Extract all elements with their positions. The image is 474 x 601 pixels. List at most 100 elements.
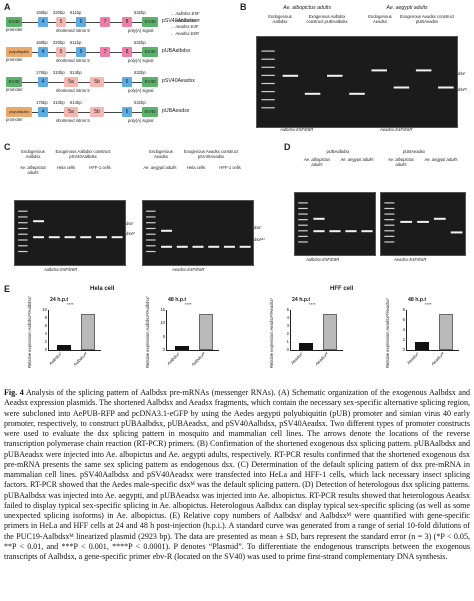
polya-label: poly(A) signal <box>128 28 154 33</box>
figure-caption: Fig. 4 Analysis of the splicing pattern … <box>4 388 470 562</box>
exon-5b: 5b <box>90 77 104 87</box>
legend-item-2: Aalbdsx-E8R <box>175 17 200 23</box>
plot-title: 48 h.p.t <box>168 297 187 303</box>
sv40-terminator: SV40 <box>142 107 158 117</box>
ladder-band <box>298 207 308 210</box>
gel-band <box>282 74 299 77</box>
gel-band <box>345 230 357 233</box>
gel-band <box>176 245 188 248</box>
fragment-size-label: 611bp <box>70 10 82 15</box>
y-axis-label: Relative expression Aalbdsxᴹ/Aalbdsxᶠ <box>145 296 150 368</box>
c-left-header-2: Exogenous Aalbdsx construct pSV40Aalbdsx <box>55 149 111 159</box>
significance-label: **** <box>309 302 316 307</box>
plot-title: 24 h.p.t <box>292 297 311 303</box>
y-tick-label: 1 <box>286 339 289 344</box>
d-species-right-2: Ae. aegypti adults <box>424 157 458 162</box>
y-tick-label: 5 <box>162 333 165 339</box>
promoter-box: polyubiquitin <box>6 107 32 117</box>
c-left-species: Ae. albopictus adults <box>19 165 47 175</box>
ladder-band <box>298 235 308 237</box>
y-tick-label: 0 <box>162 347 165 352</box>
b-primers-left: Aalbdsx-E5F/E8R <box>280 127 314 132</box>
b-sub-left-1: Endogenous Aalbdsx <box>268 14 292 24</box>
gel-band <box>111 236 123 239</box>
e-hff-title: HFF cell <box>330 286 354 292</box>
c-band-mu: dsxᴹᵁ <box>254 237 265 242</box>
plot-axes: **** <box>166 302 219 351</box>
promoter-label: promoter <box>6 117 23 122</box>
exon-5: 5 <box>56 47 66 57</box>
exon-7: 7 <box>100 17 110 27</box>
ladder-band <box>384 202 395 204</box>
significance-label: **** <box>185 302 192 307</box>
d-primers-right: Aeadsx-E4F/E6R <box>394 257 427 262</box>
bar-2 <box>199 314 213 350</box>
gel-band <box>371 69 387 72</box>
b-header-right: Ae. aegypti adults <box>386 5 428 11</box>
ladder-band <box>18 227 28 230</box>
exon-8: 8 <box>122 47 132 57</box>
gel-band <box>313 217 325 220</box>
ladder-band <box>261 107 275 109</box>
significance-label: **** <box>425 302 432 307</box>
gel-band <box>329 230 341 233</box>
fragment-size-label: 176bp <box>36 100 48 105</box>
ladder-band <box>384 213 395 215</box>
ladder-band <box>298 224 308 226</box>
panel-b-letter: B <box>240 2 247 12</box>
ladder-band <box>384 235 395 237</box>
ladder-band <box>298 219 308 221</box>
ladder-band <box>146 250 156 253</box>
ladder-band <box>18 222 28 224</box>
sv40-terminator: SV40 <box>142 17 158 27</box>
gel-band <box>80 236 92 239</box>
e-bar-charts: 24 h.p.t **** 0 2 4 6 8 10 Aalbdsxᶠ Aalbdsxᴹ Relat… <box>0 292 474 384</box>
fragment-size-label: 614bp <box>70 100 82 105</box>
d-gel-left <box>294 192 376 256</box>
caption-label: Fig. 4 <box>4 388 24 397</box>
panel-d-letter: D <box>284 142 291 152</box>
y-axis-label: Relative expression Aeadsxᴹ/Aeadsxᶠ <box>385 298 390 368</box>
gel-band <box>239 245 251 248</box>
bar-1 <box>57 344 71 350</box>
gel-band <box>313 230 325 233</box>
ladder-band <box>18 250 28 253</box>
b-gel-image <box>256 36 458 128</box>
d-gel-right <box>380 192 466 256</box>
exon-4: 4 <box>38 107 48 117</box>
bar-2 <box>81 314 95 350</box>
x-category-label: Aeadsxᶠ <box>405 351 420 366</box>
promoter-label: promoter <box>6 87 23 92</box>
exon-4: 4 <box>38 17 48 27</box>
exon-5a: 5a <box>64 77 78 87</box>
y-tick-label: 0 <box>402 347 405 352</box>
d-primers-left: Aalbdsx-E5F/E8R <box>306 257 340 262</box>
c-right-cell-1: Hela cells <box>186 165 206 170</box>
gel-band <box>327 74 343 77</box>
b-header-left: Ae. albopictus adults <box>283 5 331 11</box>
x-category-label: Aeadsxᴹ <box>314 351 330 367</box>
fragment-size-label: 614bp <box>70 70 82 75</box>
gel-band <box>192 245 204 248</box>
fragment-size-right: 532bp <box>134 70 146 75</box>
gel-band <box>161 245 173 248</box>
c-gel-right <box>142 200 254 266</box>
ladder-band <box>146 222 156 224</box>
construct-name: pUBAeadsx <box>162 108 190 114</box>
construct-name: pUBAalbdsx <box>162 48 191 54</box>
gel-band <box>64 236 76 239</box>
y-tick-label: 8 <box>44 315 47 320</box>
fragment-size-label: 611bp <box>70 40 82 45</box>
gel-band <box>223 245 235 248</box>
fragment-size-right: 532bp <box>134 10 146 15</box>
ladder-band <box>146 245 156 247</box>
ladder-band <box>298 230 308 232</box>
exon-5b: 5b <box>90 107 104 117</box>
ladder-band <box>261 74 275 76</box>
fragment-size-label: 168bp <box>36 10 48 15</box>
gel-band <box>433 217 446 220</box>
x-category-label: Aalbdsxᴹ <box>190 351 207 368</box>
plot-axes: **** <box>406 302 459 351</box>
ladder-band <box>298 241 308 243</box>
ladder-band <box>146 227 156 230</box>
